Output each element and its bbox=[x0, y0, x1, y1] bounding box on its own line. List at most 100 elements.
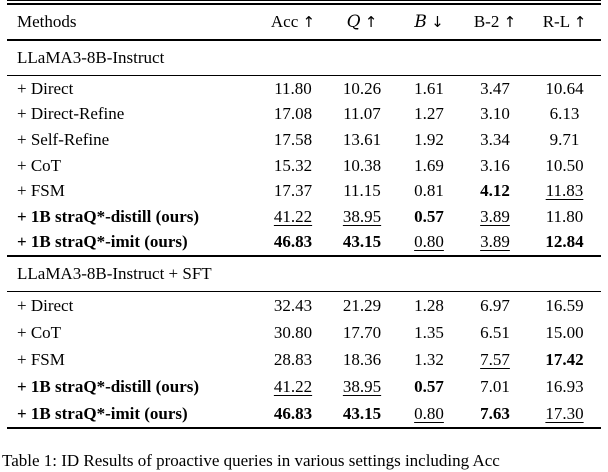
rule-top-thick bbox=[7, 3, 601, 5]
rule-bottom bbox=[7, 427, 601, 430]
rule-under-section1-title bbox=[7, 74, 601, 76]
metric-value: 6.13 bbox=[549, 104, 580, 124]
col-header-acc: Acc ↑ bbox=[270, 12, 316, 31]
results-table: Methods Acc ↑ Q ↑ B ↓ B-2 ↑ R-L ↑ LLaMA3… bbox=[7, 0, 601, 430]
metric-value: 9.71 bbox=[549, 129, 580, 149]
method-label: + 1B straQ*-distill (ours) bbox=[17, 376, 200, 396]
col-header-methods: Methods bbox=[17, 12, 77, 31]
metric-value: 1.69 bbox=[414, 155, 444, 175]
metric-value: 13.61 bbox=[342, 129, 382, 149]
metric-value: 11.80 bbox=[545, 206, 584, 226]
rule-under-section2-title bbox=[7, 290, 601, 293]
metric-value: 11.07 bbox=[343, 104, 381, 124]
up-arrow-icon: ↑ bbox=[364, 13, 378, 31]
metric-value: 28.83 bbox=[273, 349, 313, 369]
col-header-q: Q ↑ bbox=[346, 12, 378, 32]
method-label: + 1B straQ*-distill (ours) bbox=[17, 206, 200, 226]
metric-value-second: 38.95 bbox=[342, 206, 382, 226]
metric-value: 10.38 bbox=[342, 155, 382, 175]
rule-top-thin bbox=[7, 0, 601, 1]
metric-value-best: 46.83 bbox=[273, 232, 313, 252]
table-row: + 1B straQ*-imit (ours) 46.83 43.15 0.80… bbox=[7, 230, 601, 256]
metric-value-second: 3.89 bbox=[480, 232, 510, 252]
metric-value: 10.50 bbox=[545, 155, 584, 175]
metric-value: 1.92 bbox=[414, 129, 444, 149]
metric-value-best: 43.15 bbox=[342, 232, 382, 252]
metric-value: 10.26 bbox=[342, 78, 382, 98]
table-row: + Direct-Refine 17.08 11.07 1.27 3.10 6.… bbox=[7, 102, 601, 128]
metric-value: 15.32 bbox=[273, 155, 313, 175]
metric-value-best: 43.15 bbox=[342, 403, 382, 423]
metric-value-best: 46.83 bbox=[273, 403, 313, 423]
method-label: + FSM bbox=[17, 181, 65, 201]
metric-value: 17.70 bbox=[342, 322, 382, 342]
section2-body: + Direct 32.43 21.29 1.28 6.97 16.59 + C… bbox=[7, 292, 601, 427]
metric-value-second: 38.95 bbox=[342, 376, 382, 396]
up-arrow-icon: ↑ bbox=[573, 13, 587, 31]
metric-value-second: 41.22 bbox=[273, 206, 313, 226]
method-label: + CoT bbox=[17, 155, 62, 175]
metric-value: 1.61 bbox=[414, 78, 444, 98]
metric-value: 30.80 bbox=[273, 322, 313, 342]
metric-value: 1.35 bbox=[414, 322, 444, 342]
table-row: + FSM 28.83 18.36 1.32 7.57 17.42 bbox=[7, 346, 601, 373]
metric-value: 6.97 bbox=[480, 295, 510, 315]
metric-value-best: 7.63 bbox=[480, 403, 510, 423]
up-arrow-icon: ↑ bbox=[503, 13, 517, 31]
section-header-llama3: LLaMA3-8B-Instruct bbox=[7, 41, 601, 75]
metric-value: 21.29 bbox=[342, 295, 382, 315]
table-row: + 1B straQ*-distill (ours) 41.22 38.95 0… bbox=[7, 373, 601, 400]
section1-body: + Direct 11.80 10.26 1.61 3.47 10.64 + D… bbox=[7, 76, 601, 255]
section-header-llama3-sft: LLaMA3-8B-Instruct + SFT bbox=[7, 257, 601, 291]
table-row: + Self-Refine 17.58 13.61 1.92 3.34 9.71 bbox=[7, 127, 601, 153]
metric-value: 32.43 bbox=[273, 295, 313, 315]
metric-value-second: 11.83 bbox=[545, 181, 584, 201]
metric-value-best: 0.57 bbox=[414, 376, 444, 396]
metric-value: 15.00 bbox=[545, 322, 584, 342]
metric-value: 1.27 bbox=[414, 104, 444, 124]
col-header-rl: R-L ↑ bbox=[542, 12, 587, 31]
metric-value: 11.15 bbox=[343, 181, 381, 201]
metric-value: 1.28 bbox=[414, 295, 444, 315]
method-label: + Self-Refine bbox=[17, 129, 110, 149]
method-label: + Direct-Refine bbox=[17, 104, 125, 124]
metric-value-best: 0.57 bbox=[414, 206, 444, 226]
table-row: + 1B straQ*-imit (ours) 46.83 43.15 0.80… bbox=[7, 400, 601, 427]
section-title: LLaMA3-8B-Instruct bbox=[17, 47, 165, 67]
metric-value: 6.51 bbox=[480, 322, 510, 342]
metric-value: 17.58 bbox=[273, 129, 313, 149]
metric-value: 7.01 bbox=[480, 376, 510, 396]
metric-value-second: 7.57 bbox=[480, 349, 510, 369]
col-header-b: B ↓ bbox=[414, 12, 444, 32]
metric-value-second: 41.22 bbox=[273, 376, 313, 396]
rule-under-header bbox=[7, 39, 601, 41]
metric-value-second: 3.89 bbox=[480, 206, 510, 226]
metric-value-best: 17.42 bbox=[545, 349, 584, 369]
down-arrow-icon: ↓ bbox=[431, 13, 444, 31]
metric-value: 11.80 bbox=[274, 78, 312, 98]
metric-value-second: 0.80 bbox=[414, 232, 444, 252]
metric-value: 16.93 bbox=[545, 376, 584, 396]
table-row: + CoT 30.80 17.70 1.35 6.51 15.00 bbox=[7, 319, 601, 346]
metric-value: 17.37 bbox=[273, 181, 313, 201]
table-caption: Table 1: ID Results of proactive queries… bbox=[2, 451, 500, 471]
metric-value-second: 17.30 bbox=[545, 403, 584, 423]
rule-between-sections bbox=[7, 255, 601, 257]
metric-value-best: 12.84 bbox=[545, 232, 584, 252]
method-label: + 1B straQ*-imit (ours) bbox=[17, 232, 188, 252]
metric-value-best: 4.12 bbox=[480, 181, 510, 201]
metric-value: 17.08 bbox=[273, 104, 313, 124]
metric-value: 0.81 bbox=[414, 181, 444, 201]
method-label: + CoT bbox=[17, 322, 62, 342]
metric-value: 18.36 bbox=[342, 349, 382, 369]
up-arrow-icon: ↑ bbox=[302, 13, 316, 31]
table-row: + Direct 11.80 10.26 1.61 3.47 10.64 bbox=[7, 76, 601, 102]
metric-value: 3.34 bbox=[480, 129, 510, 149]
section-title: LLaMA3-8B-Instruct + SFT bbox=[17, 263, 212, 283]
method-label: + Direct bbox=[17, 295, 74, 315]
table-row: + 1B straQ*-distill (ours) 41.22 38.95 0… bbox=[7, 204, 601, 230]
metric-value: 3.16 bbox=[480, 155, 510, 175]
table-header-row: Methods Acc ↑ Q ↑ B ↓ B-2 ↑ R-L ↑ bbox=[7, 5, 601, 39]
metric-value: 3.47 bbox=[480, 78, 510, 98]
method-label: + Direct bbox=[17, 78, 74, 98]
